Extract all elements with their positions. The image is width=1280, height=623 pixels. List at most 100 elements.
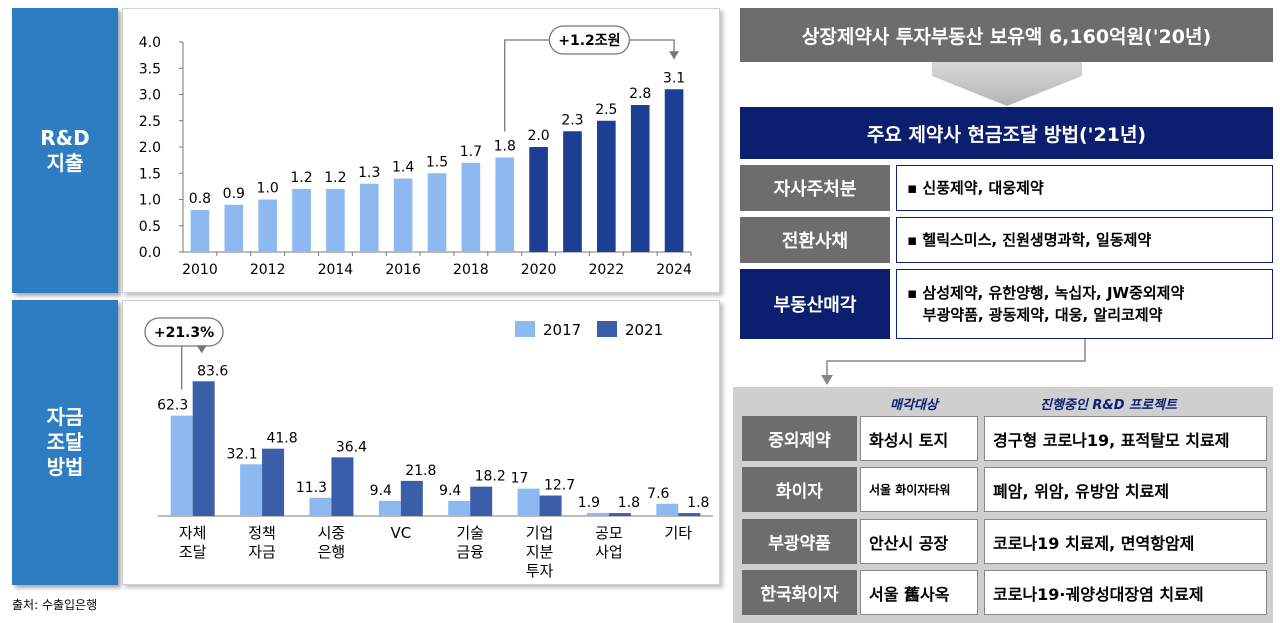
y-tick-label: 0.5 (139, 219, 161, 235)
x-tick-label: 조달 (179, 543, 207, 561)
bar-2021 (331, 457, 354, 516)
company-rd-project: 경구형 코로나19, 표적탈모 치료제 (984, 416, 1267, 461)
method-label-convertible-bond: 전환사채 (740, 217, 890, 263)
funding-method-chart-panel: 62.3 83.6 자체 조달 32.1 41.8 정책 자금 11.3 36.4 시중 은행 9.4 2… (122, 300, 720, 585)
bar-2017 (309, 497, 332, 516)
data-label: 0.9 (223, 186, 245, 202)
bar-2017 (656, 503, 679, 516)
bar-2017 (378, 500, 401, 516)
data-label: 1.8 (494, 139, 516, 155)
x-tick-label: 은행 (318, 543, 346, 561)
company-rd-project: 코로나19 치료제, 면역항암제 (984, 519, 1267, 564)
col-header-rd-project: 진행중인 R&D 프로젝트 (1040, 398, 1177, 413)
data-label: 12.7 (544, 478, 575, 494)
legend-label-2017: 2017 (543, 321, 581, 339)
data-label: 83.6 (197, 363, 228, 379)
data-label: 2.5 (595, 102, 617, 118)
data-label: 1.2 (290, 170, 312, 186)
bar (495, 157, 515, 252)
data-label: 9.4 (370, 483, 392, 499)
connector-arrow (821, 339, 1086, 385)
bar-2021 (262, 448, 285, 516)
rd-spending-chart: 0.0 0.5 1.0 1.5 2.0 2.5 3.0 3.5 4.0 0.8 0.9 1.0 1.2 1… (139, 25, 692, 278)
x-tick-label: 금융 (456, 543, 484, 561)
data-label: 1.8 (618, 495, 640, 511)
legend-swatch-2021 (597, 321, 617, 337)
data-label: 2.0 (527, 128, 549, 144)
data-label: 2.8 (629, 86, 651, 102)
data-label: 0.8 (189, 191, 211, 207)
y-tick-label: 3.5 (139, 61, 161, 77)
bar-2021 (400, 480, 423, 516)
y-tick-label: 3.0 (139, 88, 161, 104)
x-tick-label: 2014 (318, 262, 354, 278)
bar (461, 162, 481, 252)
method-value-treasury-stock: ▪ 신풍제약, 대웅제약 (896, 165, 1273, 211)
x-tick-label: 2024 (656, 262, 692, 278)
x-tick-label: 지분 (526, 543, 554, 561)
bar (427, 173, 447, 252)
data-label: 17 (511, 471, 529, 487)
annotation-bubble (548, 25, 631, 55)
x-tick-label: 공모 (595, 524, 623, 542)
bar-2017 (170, 415, 193, 516)
method-value-convertible-bond: ▪ 헬릭스미스, 진원생명과학, 일동제약 (896, 217, 1273, 263)
method-value-real-estate-sale: ▪ 삼성제약, 유한양행, 녹십자, JW중외제약 부광약품, 광동제약, 대웅… (896, 269, 1273, 339)
data-label: 18.2 (475, 469, 506, 485)
rd-spending-tab-label: R&D 지출 (40, 125, 90, 175)
bar (326, 189, 345, 252)
data-label: 1.8 (687, 495, 709, 511)
x-tick-label: 투자 (526, 562, 554, 580)
y-tick-label: 2.5 (139, 114, 161, 130)
y-tick-label: 4.0 (139, 35, 161, 51)
x-tick-label: 2018 (453, 262, 489, 278)
data-label: 41.8 (266, 431, 297, 447)
bar (563, 131, 582, 252)
bar (664, 89, 684, 252)
bar-2017 (448, 500, 471, 516)
x-tick-label: 시중 (318, 524, 346, 542)
company-sale-target: 화성시 토지 (860, 416, 978, 461)
funding-method-chart: 62.383.6자체조달32.141.8정책자금11.336.4시중은행9.42… (144, 317, 713, 580)
data-label: 7.6 (647, 486, 669, 502)
x-tick-label: 2010 (182, 262, 218, 278)
bar-2017 (517, 488, 540, 516)
cash-methods-header: 주요 제약사 현금조달 방법('21년) (740, 107, 1273, 159)
legend-label-2021: 2021 (625, 321, 663, 339)
bar-2017 (586, 512, 609, 516)
bar (292, 189, 311, 252)
company-name: 중외제약 (742, 416, 857, 461)
x-tick-label: 2022 (589, 262, 625, 278)
data-label: 1.0 (257, 181, 279, 197)
bar (529, 147, 548, 252)
data-label: 3.1 (663, 70, 685, 86)
bar-2021 (608, 513, 631, 516)
down-arrow-icon (932, 62, 1082, 106)
data-label: 36.4 (336, 439, 367, 455)
data-label: 1.2 (324, 170, 346, 186)
col-header-sale-target: 매각대상 (890, 398, 938, 413)
x-tick-label: 사업 (595, 543, 623, 561)
bar-2021 (192, 381, 215, 516)
bar-2017 (240, 464, 263, 516)
annotation-arrowhead (669, 51, 680, 60)
bar (597, 120, 616, 252)
company-rd-project: 코로나19·궤양성대장염 치료제 (984, 570, 1267, 615)
x-tick-label: 기술 (456, 524, 484, 542)
bar (630, 105, 650, 252)
source-note: 출처: 수출입은행 (12, 598, 98, 612)
x-tick-label: 정책 (248, 524, 276, 542)
x-tick-label: 기업 (526, 524, 554, 542)
data-label: 2.3 (561, 112, 583, 128)
y-tick-label: 0.0 (139, 245, 161, 261)
bar-2021 (470, 486, 493, 516)
y-tick-label: 1.0 (139, 193, 161, 209)
x-tick-label: 2020 (521, 262, 557, 278)
company-name: 부광약품 (742, 519, 857, 564)
rd-spending-tab: R&D 지출 (12, 8, 118, 293)
y-tick-label: 2.0 (139, 140, 161, 156)
x-tick-label: 자체 (179, 524, 207, 542)
method-label-treasury-stock: 자사주처분 (740, 165, 890, 211)
annotation-arrowhead (196, 345, 207, 354)
data-label: 1.4 (392, 160, 414, 176)
